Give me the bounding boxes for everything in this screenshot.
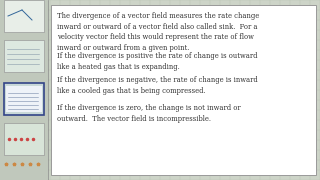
Bar xyxy=(4,0,44,32)
Bar xyxy=(4,123,44,155)
Text: The divergence of a vector field measures the rate change
inward or outward of a: The divergence of a vector field measure… xyxy=(57,12,259,52)
Text: If the divergence is positive the rate of change is outward
like a heated gas th: If the divergence is positive the rate o… xyxy=(57,52,258,71)
Bar xyxy=(4,83,44,115)
Bar xyxy=(6,86,42,112)
Text: If the divergence is negative, the rate of change is inward
like a cooled gas th: If the divergence is negative, the rate … xyxy=(57,76,258,95)
Text: If the divergence is zero, the change is not inward or
outward.  The vector fiel: If the divergence is zero, the change is… xyxy=(57,104,241,123)
Bar xyxy=(51,5,316,175)
Bar xyxy=(0,0,48,180)
Bar xyxy=(4,40,44,72)
